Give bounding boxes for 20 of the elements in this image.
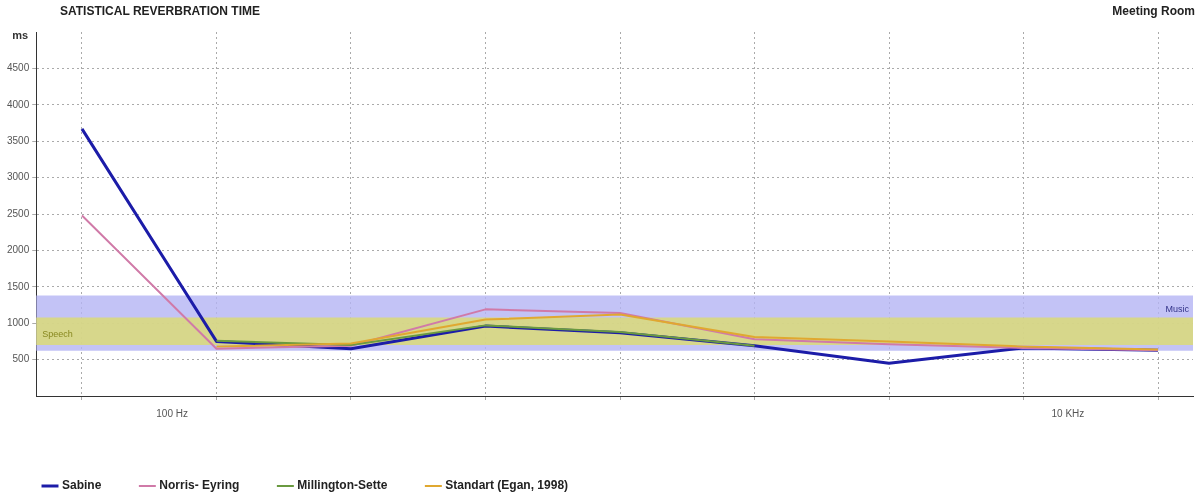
chart-title: SATISTICAL REVERBRATION TIME <box>60 4 261 18</box>
y-tick-label: 3000 <box>7 171 30 183</box>
y-tick-label: 2500 <box>7 207 30 219</box>
legend-label: Sabine <box>62 478 102 493</box>
band-label: Speech <box>42 328 73 339</box>
y-tick-label: 3500 <box>7 134 30 146</box>
y-tick-label: 4000 <box>7 98 30 110</box>
legend-label: Norris- Eyring <box>159 478 240 493</box>
chart-subtitle: Meeting Room <box>1112 4 1195 18</box>
y-tick-label: 2000 <box>7 244 30 256</box>
band-label: Music <box>1165 303 1190 314</box>
y-tick-label: 500 <box>12 353 30 365</box>
text: 10 KHz <box>1051 407 1085 419</box>
y-tick-label: 4500 <box>7 62 30 74</box>
y-tick-label: 1000 <box>7 316 30 328</box>
legend-label: Millington-Sette <box>297 478 388 493</box>
text: 100 Hz <box>156 407 188 419</box>
y-tick-label: 1500 <box>7 280 30 292</box>
legend-label: Standart (Egan, 1998) <box>445 478 569 493</box>
y-axis-title: ms <box>12 29 29 42</box>
